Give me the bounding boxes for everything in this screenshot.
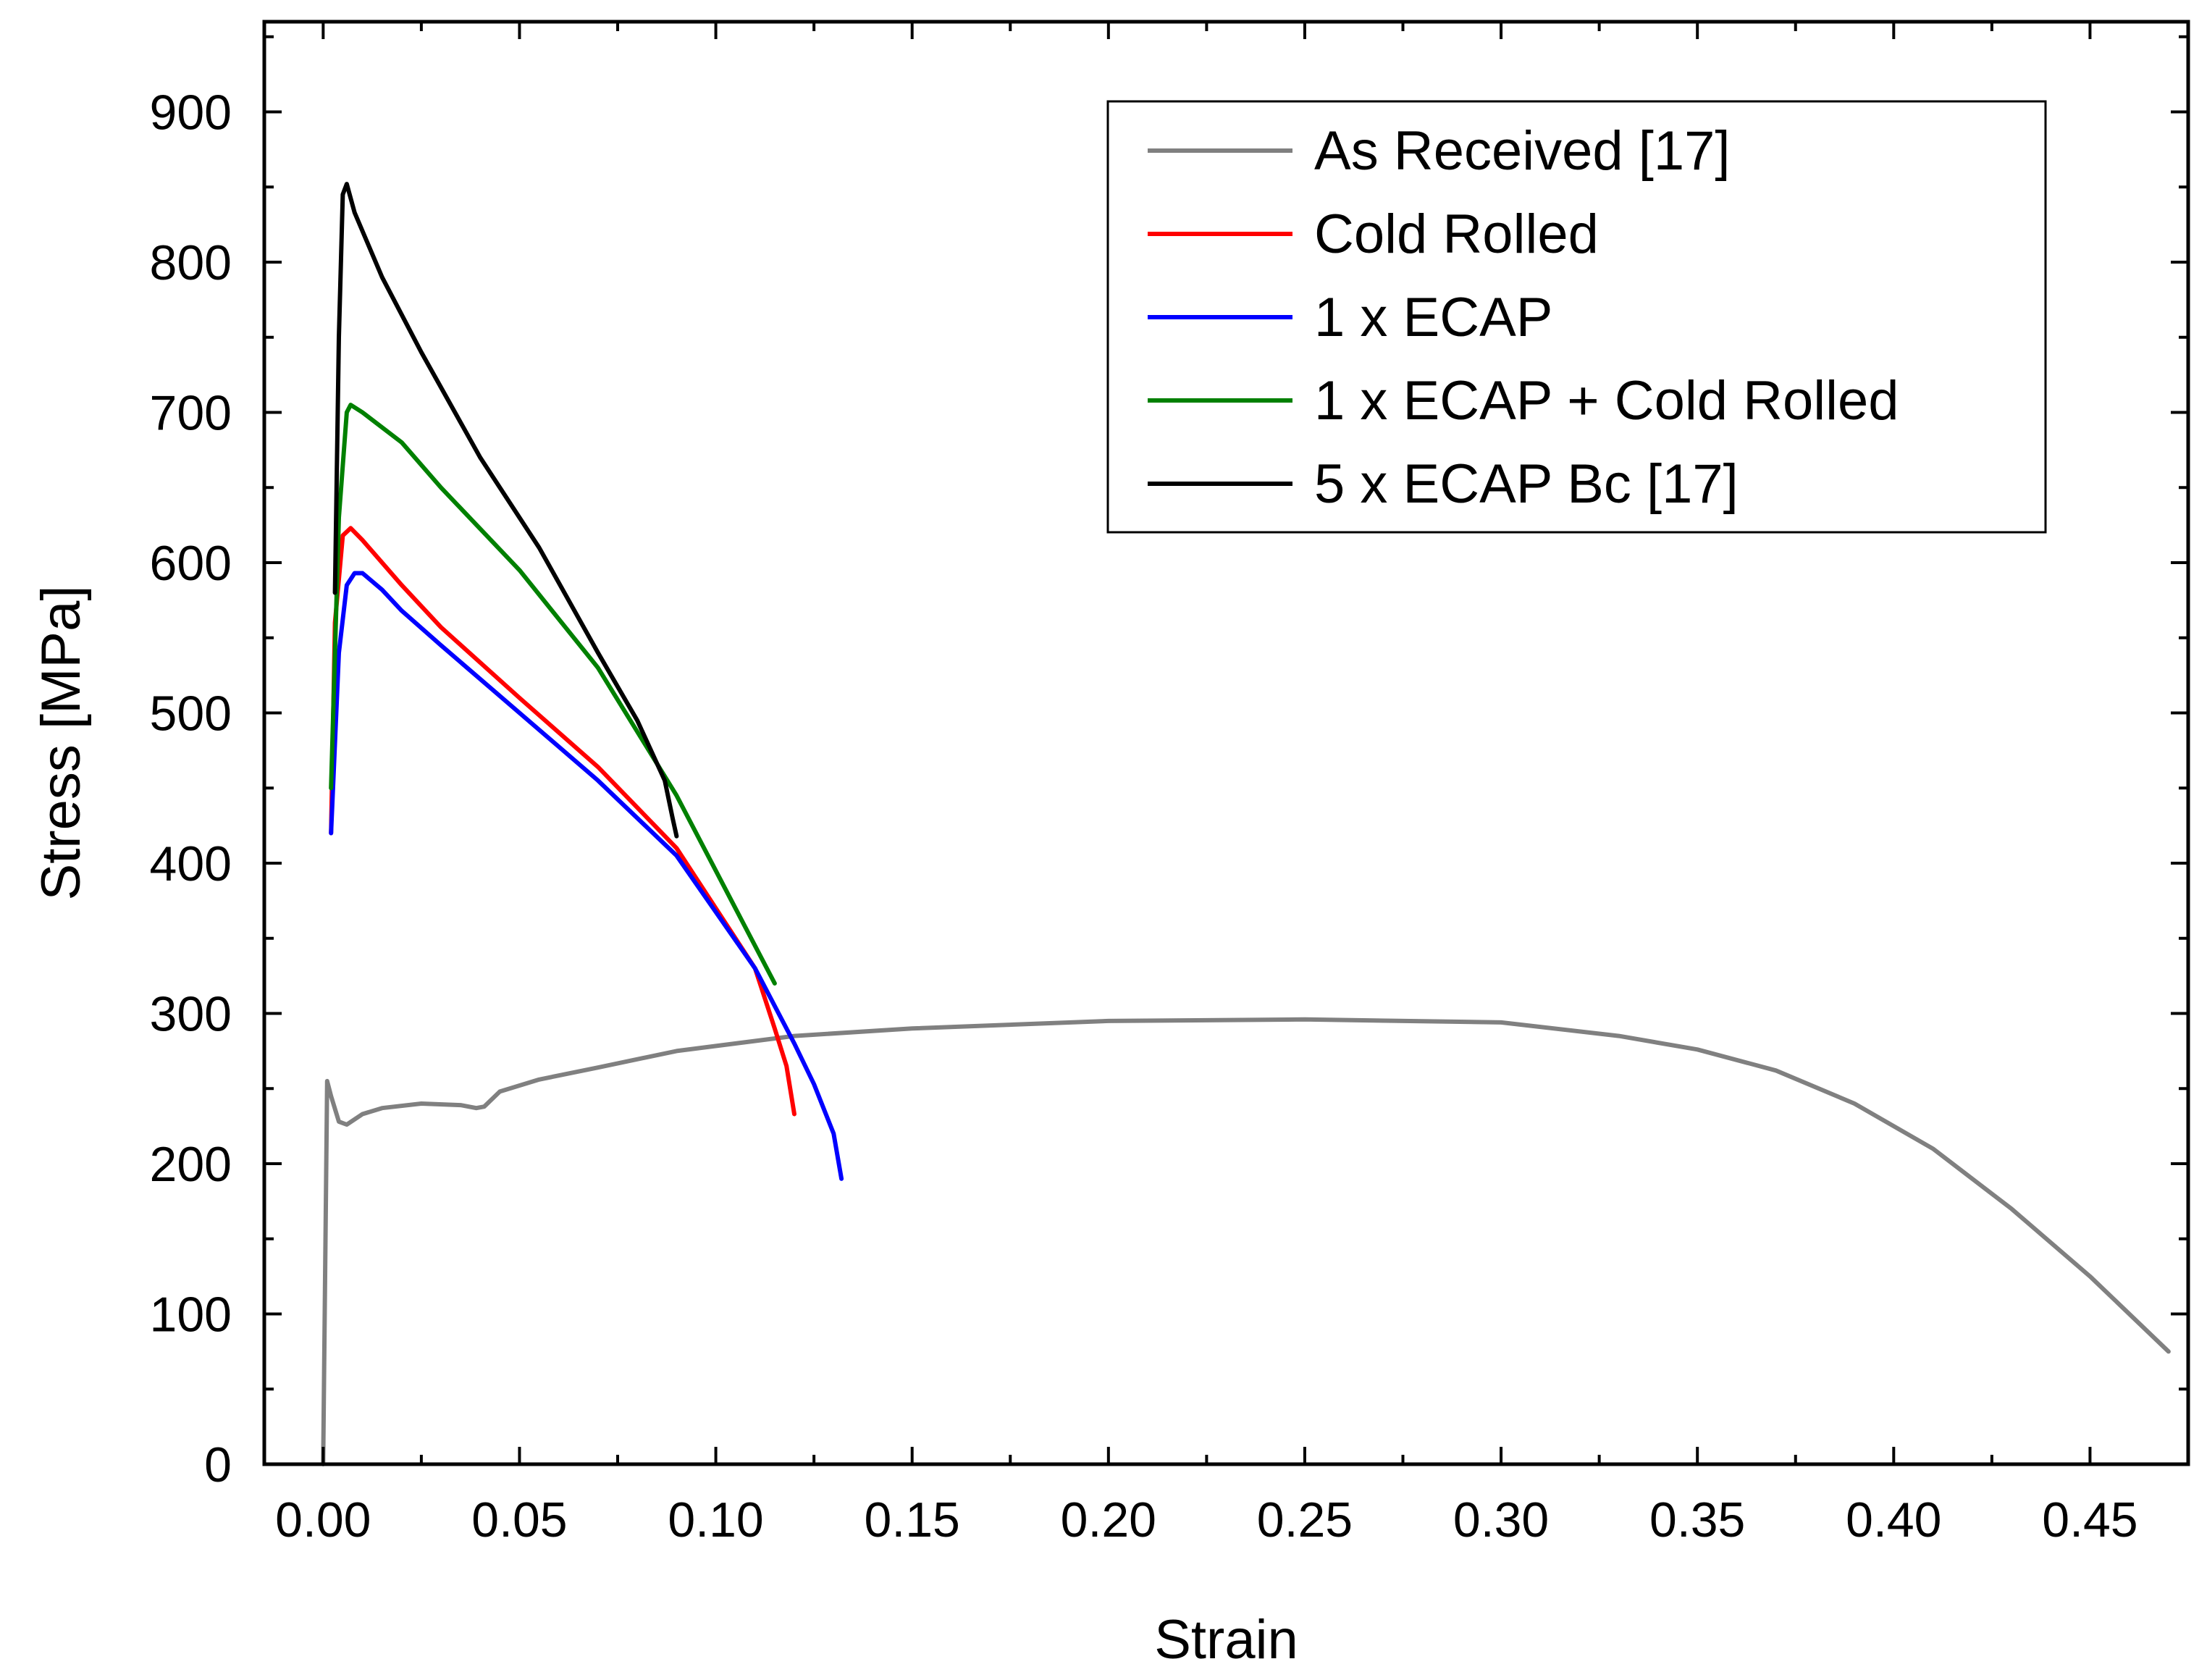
y-tick-label: 400 bbox=[150, 836, 232, 891]
x-tick-label: 0.25 bbox=[1257, 1492, 1353, 1547]
x-tick-label: 0.10 bbox=[668, 1492, 763, 1547]
tick-layer: 0.00 0.05 0.10 0.15 0.20 0.25 0.30 0.35 0.40 0.45… bbox=[150, 22, 2188, 1547]
legend-label-0: As Received [17] bbox=[1314, 120, 1731, 182]
x-tick-label: 0.35 bbox=[1649, 1492, 1745, 1547]
x-tick-label: 0.05 bbox=[471, 1492, 567, 1547]
plot-area-frame bbox=[262, 20, 2190, 1466]
x-tick-label: 0.15 bbox=[865, 1492, 960, 1547]
y-tick-label: 800 bbox=[150, 235, 232, 290]
x-tick-label: 0.00 bbox=[275, 1492, 371, 1547]
x-axis-title: Strain bbox=[1154, 1609, 1298, 1671]
y-tick-label: 900 bbox=[150, 85, 232, 140]
y-axis-title: Stress [MPa] bbox=[30, 586, 92, 901]
series-layer bbox=[321, 182, 2171, 1466]
series-line-2 bbox=[329, 571, 844, 1181]
x-tick-label: 0.30 bbox=[1453, 1492, 1549, 1547]
legend-label-2: 1 x ECAP bbox=[1314, 287, 1552, 348]
y-tick-label: 700 bbox=[150, 386, 232, 441]
legend-label-1: Cold Rolled bbox=[1314, 203, 1599, 265]
series-line-4 bbox=[332, 182, 679, 839]
y-tick-label: 0 bbox=[204, 1437, 232, 1492]
legend-label-4: 5 x ECAP Bc [17] bbox=[1314, 453, 1739, 515]
y-tick-label: 600 bbox=[150, 536, 232, 591]
legend: As Received [17] Cold Rolled 1 x ECAP 1 x E… bbox=[1106, 100, 2047, 534]
y-tick-label: 500 bbox=[150, 686, 232, 742]
y-tick-label: 100 bbox=[150, 1288, 232, 1343]
y-tick-label: 300 bbox=[150, 987, 232, 1042]
legend-label-3: 1 x ECAP + Cold Rolled bbox=[1314, 370, 1899, 432]
x-tick-label: 0.40 bbox=[1846, 1492, 1941, 1547]
series-line-3 bbox=[329, 403, 777, 986]
series-line-1 bbox=[329, 526, 796, 1117]
y-tick-label: 200 bbox=[150, 1137, 232, 1192]
series-line-0 bbox=[321, 1017, 2171, 1466]
x-tick-label: 0.45 bbox=[2042, 1492, 2137, 1547]
x-tick-label: 0.20 bbox=[1061, 1492, 1156, 1547]
